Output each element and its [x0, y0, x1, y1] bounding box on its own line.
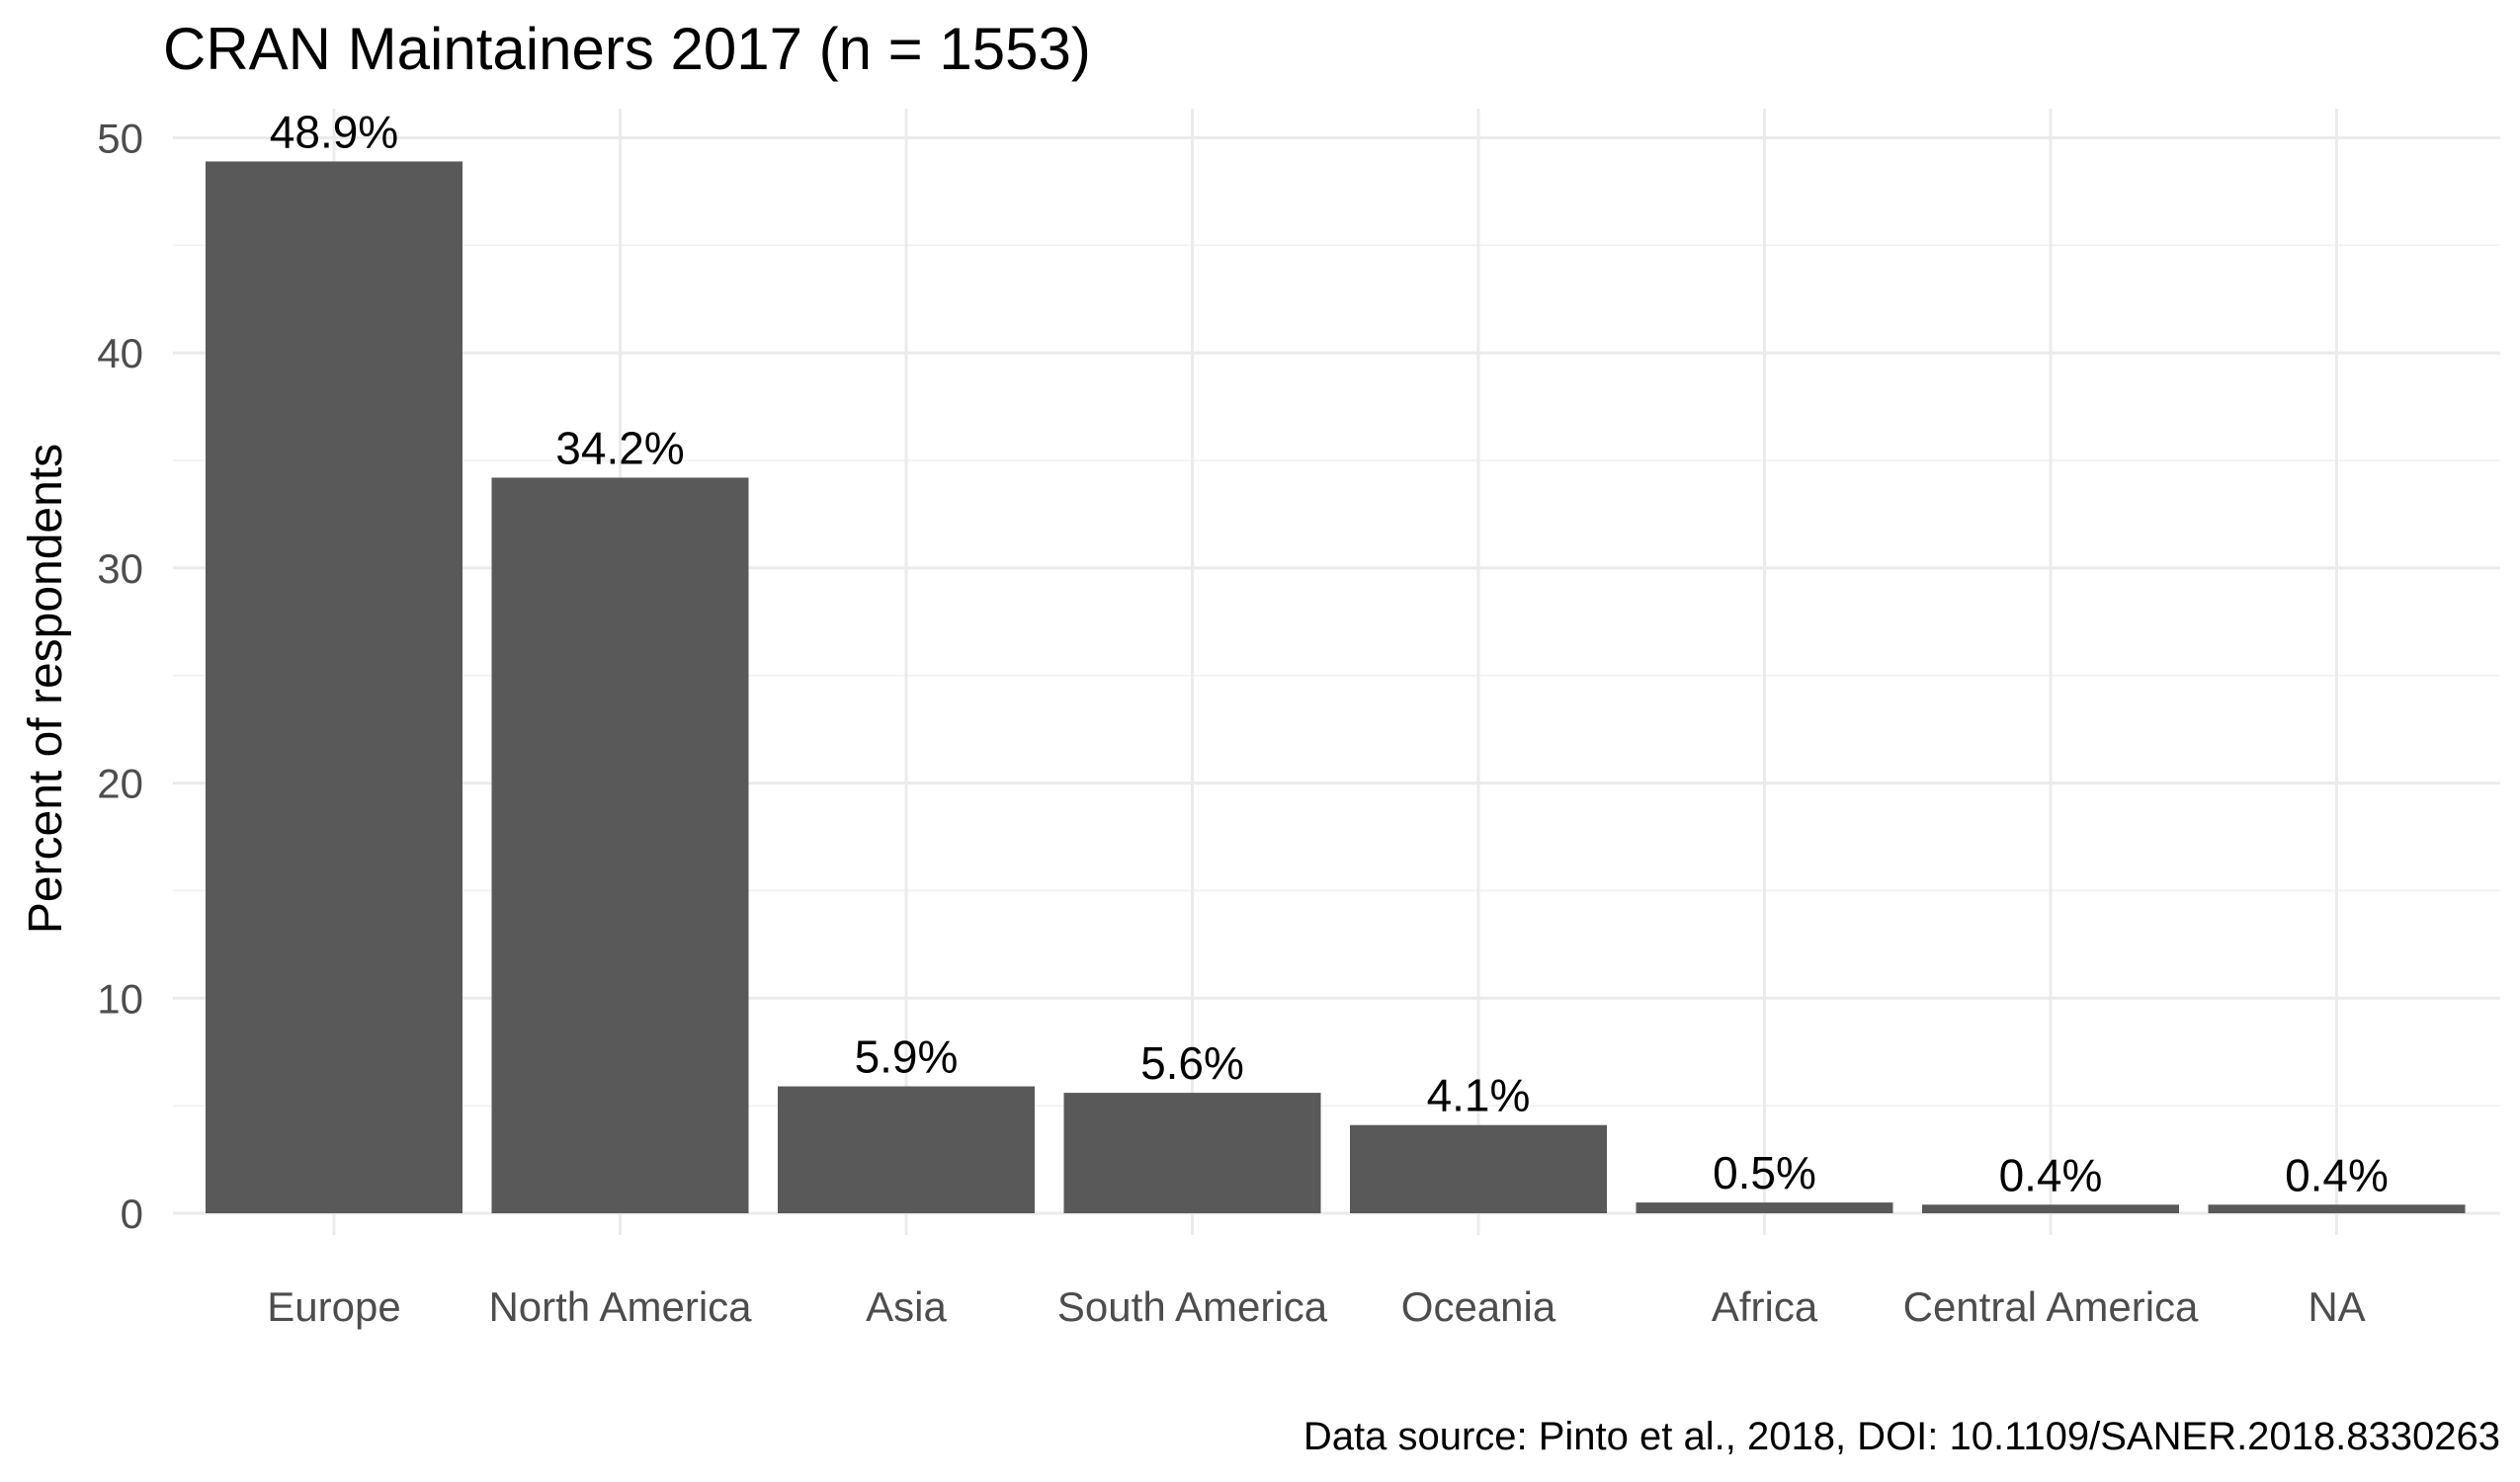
x-tick-label: Africa: [1712, 1283, 1818, 1330]
x-tick-label: Europe: [267, 1283, 400, 1330]
x-tick-label: NA: [2308, 1283, 2365, 1330]
chart-title: CRAN Maintainers 2017 (n = 1553): [163, 16, 1091, 82]
data-label: 5.6%: [1140, 1037, 1244, 1089]
bar-europe: [206, 161, 462, 1213]
y-axis-ticks: 0 10 20 30 40 50: [97, 116, 143, 1238]
bar-na: [2208, 1204, 2466, 1213]
data-label: 48.9%: [270, 106, 398, 157]
data-label: 0.5%: [1713, 1147, 1816, 1198]
bar-oceania: [1350, 1124, 1607, 1213]
data-label: 0.4%: [1999, 1149, 2103, 1200]
y-tick-label: 10: [97, 975, 143, 1022]
x-tick-label: Oceania: [1401, 1283, 1556, 1330]
y-tick-label: 20: [97, 761, 143, 807]
bar-north-america: [491, 477, 749, 1213]
data-label: 0.4%: [2285, 1149, 2389, 1200]
bars: [206, 161, 2466, 1213]
chart-caption: Data source: Pinto et al., 2018, DOI: 10…: [1303, 1415, 2500, 1458]
x-tick-label: North America: [488, 1283, 752, 1330]
y-tick-label: 40: [97, 330, 143, 376]
x-tick-label: Asia: [866, 1283, 947, 1330]
bar-asia: [778, 1086, 1035, 1213]
bar-africa: [1636, 1202, 1893, 1213]
bar-central-america: [1922, 1204, 2179, 1213]
data-label: 4.1%: [1427, 1070, 1531, 1121]
y-tick-label: 50: [97, 116, 143, 162]
data-labels: 48.9% 34.2% 5.9% 5.6% 4.1% 0.5% 0.4% 0.4%: [270, 106, 2389, 1200]
y-tick-label: 30: [97, 545, 143, 592]
x-axis-ticks: Europe North America Asia South America Ocea…: [267, 1283, 2365, 1330]
y-axis-label: Percent of respondents: [20, 444, 72, 934]
data-label: 34.2%: [555, 422, 684, 473]
bar-south-america: [1063, 1093, 1321, 1213]
x-tick-label: South America: [1057, 1283, 1328, 1330]
data-label: 5.9%: [855, 1031, 959, 1083]
y-tick-label: 0: [121, 1191, 143, 1237]
x-tick-label: Central America: [1903, 1283, 2199, 1330]
